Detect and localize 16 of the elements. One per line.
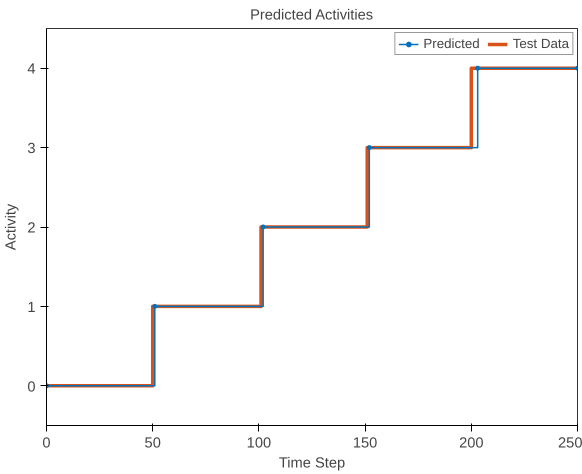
x-tick-label: 250 xyxy=(558,436,582,452)
chart-title: Predicted Activities xyxy=(250,8,374,24)
y-tick-label: 1 xyxy=(27,300,36,316)
x-tick-label: 0 xyxy=(42,436,51,452)
y-axis-title: Activity xyxy=(3,203,20,250)
x-tick-label: 100 xyxy=(246,436,272,452)
y-tick-label: 2 xyxy=(27,220,36,236)
y-tick-label: 0 xyxy=(27,379,36,396)
y-tick-label: 4 xyxy=(27,62,36,78)
legend-label: Predicted xyxy=(423,36,480,51)
x-tick-label: 200 xyxy=(459,436,484,452)
y-tick-label: 3 xyxy=(27,141,36,158)
legend-label: Test Data xyxy=(512,36,569,51)
x-tick-label: 50 xyxy=(144,436,161,452)
x-tick-label: 150 xyxy=(352,436,378,452)
x-axis-title: Time Step xyxy=(278,456,346,472)
